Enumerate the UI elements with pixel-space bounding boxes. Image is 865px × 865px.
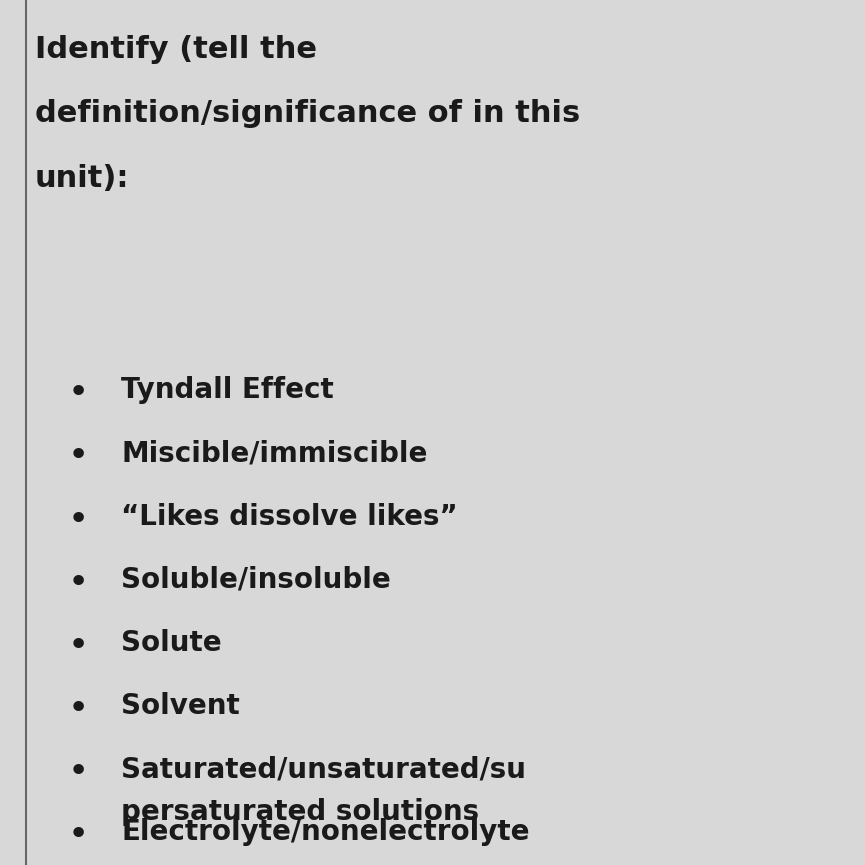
Text: Saturated/unsaturated/su: Saturated/unsaturated/su — [121, 755, 526, 783]
Text: Solute: Solute — [121, 629, 221, 657]
Text: Tyndall Effect: Tyndall Effect — [121, 376, 334, 404]
Text: •: • — [67, 566, 88, 599]
Text: •: • — [67, 755, 88, 789]
Text: •: • — [67, 439, 88, 473]
Text: •: • — [67, 818, 88, 852]
Text: Electrolyte/nonelectrolyte: Electrolyte/nonelectrolyte — [121, 818, 529, 846]
Text: definition/significance of in this: definition/significance of in this — [35, 99, 580, 129]
Text: Solvent: Solvent — [121, 692, 240, 720]
Text: •: • — [67, 692, 88, 726]
Text: •: • — [67, 376, 88, 410]
Text: “Likes dissolve likes”: “Likes dissolve likes” — [121, 503, 458, 530]
Text: Identify (tell the: Identify (tell the — [35, 35, 317, 64]
Text: unit):: unit): — [35, 164, 129, 194]
Text: Miscible/immiscible: Miscible/immiscible — [121, 439, 427, 467]
Text: persaturated solutions: persaturated solutions — [121, 798, 479, 826]
Text: Soluble/insoluble: Soluble/insoluble — [121, 566, 391, 593]
Text: •: • — [67, 629, 88, 663]
Text: •: • — [67, 503, 88, 536]
